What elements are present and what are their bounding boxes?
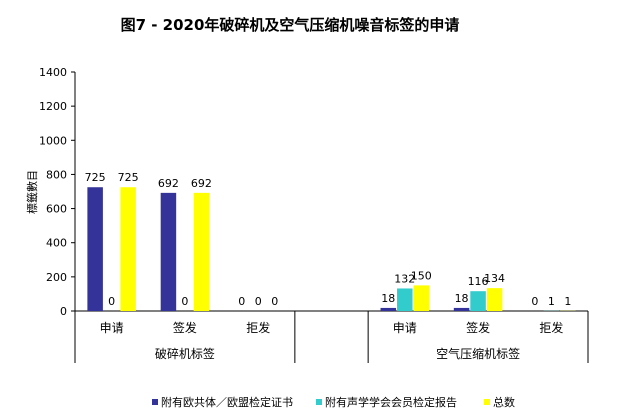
legend-label: 附有欧共体／欧盟检定证书 — [161, 396, 293, 409]
bar-0 — [160, 192, 177, 311]
legend-item: 附有欧共体／欧盟检定证书 — [152, 394, 293, 410]
data-label: 0 — [271, 295, 278, 308]
data-label: 1 — [564, 295, 571, 308]
data-label: 0 — [238, 295, 245, 308]
bar-1 — [470, 291, 486, 311]
data-label: 725 — [118, 171, 139, 184]
data-label: 150 — [411, 269, 432, 282]
y-tick-label: 1200 — [39, 100, 67, 113]
data-label: 0 — [181, 295, 188, 308]
data-label: 0 — [108, 295, 115, 308]
legend-label: 总数 — [493, 396, 515, 409]
legend-label: 附有声学学会会员检定报告 — [325, 396, 457, 409]
data-label: 18 — [455, 292, 469, 305]
bar-2 — [486, 288, 503, 311]
x-category-label: 签发 — [466, 320, 490, 335]
y-tick-label: 400 — [46, 237, 67, 250]
x-group-label: 破碎机标签 — [155, 346, 215, 361]
x-category-label: 拒发 — [246, 320, 270, 335]
legend-swatch — [316, 399, 322, 405]
data-label: 692 — [158, 177, 179, 190]
legend-item: 总数 — [484, 394, 515, 410]
y-tick-label: 0 — [60, 305, 67, 318]
data-label: 0 — [531, 295, 538, 308]
y-tick-label: 200 — [46, 271, 67, 284]
data-label: 1 — [548, 295, 555, 308]
data-label: 134 — [484, 272, 505, 285]
bar-1 — [397, 288, 413, 311]
y-tick-label: 1400 — [39, 66, 67, 79]
data-label: 692 — [191, 177, 212, 190]
data-label: 18 — [381, 292, 395, 305]
bar-0 — [453, 307, 470, 311]
data-label: 132 — [394, 272, 415, 285]
x-category-label: 拒发 — [539, 320, 563, 335]
legend-swatch — [152, 399, 158, 405]
data-label: 725 — [85, 171, 106, 184]
chart-title: 图7 - 2020年破碎机及空气压缩机噪音标签的申请 — [120, 16, 460, 34]
x-group-label: 空气压缩机标签 — [436, 346, 520, 361]
data-label: 0 — [255, 295, 262, 308]
bar-0 — [380, 307, 397, 311]
legend-item: 附有声学学会会员检定报告 — [316, 394, 457, 410]
x-category-label: 申请 — [393, 321, 417, 335]
bar-2 — [193, 192, 210, 311]
data-label: 116 — [468, 275, 489, 288]
y-tick-label: 800 — [46, 168, 67, 181]
y-tick-label: 600 — [46, 203, 67, 216]
bar-0 — [87, 187, 103, 311]
x-category-label: 申请 — [100, 321, 124, 335]
y-tick-label: 1000 — [39, 134, 67, 147]
legend-swatch — [484, 399, 490, 405]
bar-2 — [120, 187, 136, 311]
x-category-label: 签发 — [173, 320, 197, 335]
y-axis-label: 標籤數目 — [25, 170, 39, 214]
bar-2 — [413, 285, 430, 311]
